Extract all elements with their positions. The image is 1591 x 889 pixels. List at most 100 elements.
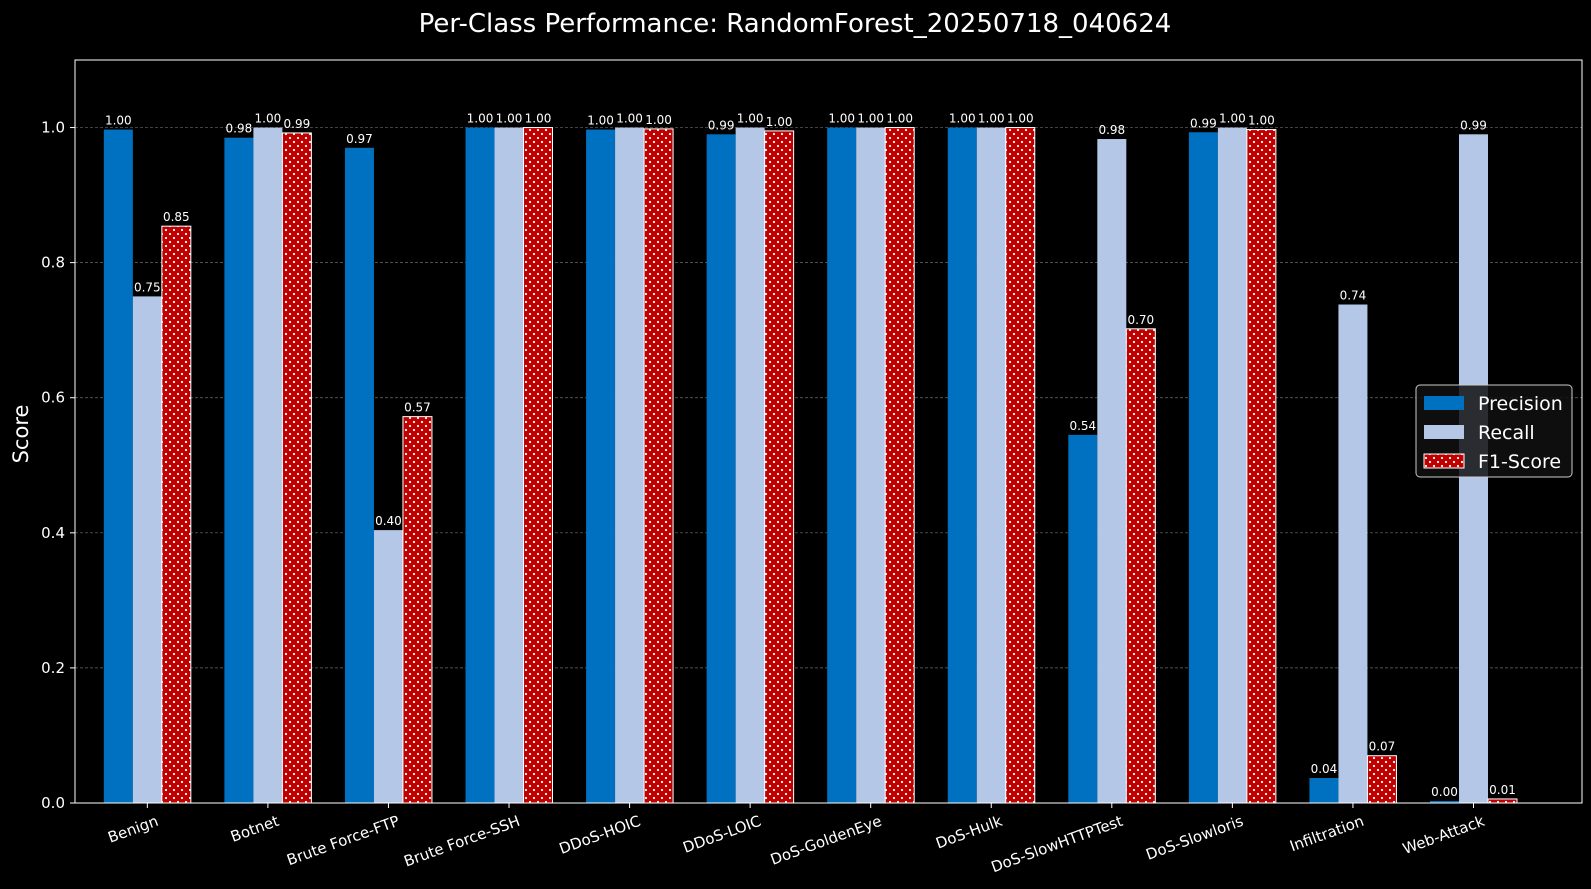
bar-recall — [494, 127, 524, 803]
bar-f1-score — [1125, 328, 1156, 804]
bar-recall — [1097, 139, 1127, 803]
value-label: 1.00 — [978, 112, 1005, 126]
legend-label: F1-Score — [1478, 451, 1561, 473]
bar-precision — [706, 134, 736, 804]
y-tick-label: 0.2 — [41, 659, 65, 677]
y-ticks: 0.0 0.2 0.4 0.6 0.8 1.0 — [41, 119, 75, 812]
x-tick-label: DoS-Hulk — [933, 812, 1005, 853]
bar-recall — [1217, 127, 1247, 803]
x-tick-label: DoS-GoldenEye — [768, 812, 884, 869]
value-label: 1.00 — [105, 114, 132, 128]
bar-recall — [976, 127, 1006, 803]
value-label: 1.00 — [828, 112, 855, 126]
x-tick-label: Botnet — [228, 812, 281, 846]
value-label: 0.85 — [163, 210, 190, 224]
x-tick-label: Infiltration — [1287, 812, 1366, 855]
value-label: 1.00 — [525, 112, 552, 126]
x-tick-label: Web-Attack — [1400, 812, 1487, 858]
y-tick-label: 0.8 — [41, 254, 65, 272]
value-label: 1.00 — [949, 112, 976, 126]
x-tick-label: DoS-SlowHTTPTest — [989, 812, 1126, 876]
value-label: 1.00 — [886, 112, 913, 126]
value-label: 0.70 — [1127, 313, 1154, 327]
value-label: 0.98 — [226, 122, 253, 136]
value-label: 1.00 — [766, 115, 793, 129]
legend-swatch-recall — [1424, 425, 1464, 439]
bar-recall — [373, 530, 403, 803]
y-tick-label: 0.6 — [41, 389, 65, 407]
y-axis-label: Score — [9, 405, 33, 464]
value-label: 0.40 — [375, 514, 402, 528]
bar-recall — [856, 127, 886, 803]
bar-f1-score — [281, 132, 312, 804]
bar-f1-score — [1366, 755, 1397, 804]
bar-f1-score — [1005, 127, 1036, 804]
bar-precision — [947, 127, 977, 803]
x-tick-label: DDoS-LOIC — [681, 812, 764, 857]
x-tick-label: Brute Force-SSH — [401, 812, 522, 871]
legend-label: Precision — [1478, 393, 1563, 415]
plot-frame — [74, 59, 1583, 804]
value-label: 0.54 — [1069, 419, 1096, 433]
legend: Precision Recall F1-Score — [1415, 384, 1573, 478]
bar-f1-score — [764, 130, 795, 804]
value-label: 0.74 — [1340, 289, 1367, 303]
bar-f1-score — [1487, 798, 1518, 804]
y-tick-label: 0.4 — [41, 524, 65, 542]
x-tick-label: Brute Force-FTP — [284, 812, 401, 869]
bar-precision — [1068, 434, 1098, 803]
x-tick-label: Benign — [105, 812, 160, 847]
gridlines — [75, 127, 1582, 669]
value-labels: 1.000.980.971.00 1.00 0.99 1.00 1.000.540.99… — [105, 112, 1516, 799]
bar-recall — [1338, 304, 1368, 803]
value-label: 1.00 — [496, 112, 523, 126]
value-label: 1.00 — [737, 112, 764, 126]
value-label: 1.00 — [616, 112, 643, 126]
bar-precision — [827, 127, 857, 803]
value-label: 0.01 — [1489, 783, 1516, 797]
x-ticks: Benign Botnet Brute Force-FTP Brute Force-S… — [105, 803, 1487, 876]
value-label: 1.00 — [857, 112, 884, 126]
value-label: 1.00 — [467, 112, 494, 126]
bar-precision — [1188, 132, 1218, 804]
bar-recall — [253, 127, 283, 803]
value-label: 1.00 — [1007, 112, 1034, 126]
value-label: 0.97 — [346, 132, 373, 146]
bar-precision — [103, 129, 133, 803]
x-tick-label: DoS-Slowloris — [1143, 812, 1245, 864]
bar-precision — [224, 137, 254, 804]
bar-recall — [132, 296, 162, 803]
y-tick-label: 1.0 — [41, 119, 65, 137]
value-label: 1.00 — [645, 113, 672, 127]
value-label: 0.07 — [1369, 740, 1396, 754]
bar-f1-score — [402, 416, 433, 804]
chart-title: Per-Class Performance: RandomForest_2025… — [419, 9, 1172, 39]
bar-recall — [615, 127, 645, 803]
value-label: 0.98 — [1098, 123, 1125, 137]
bar-f1-score — [643, 128, 674, 804]
bar-precision — [465, 127, 495, 803]
bar-recall — [735, 127, 765, 803]
value-label: 0.57 — [404, 401, 431, 415]
legend-swatch-f1-score — [1423, 453, 1465, 469]
bar-precision — [1429, 800, 1459, 803]
bar-f1-score — [884, 127, 915, 804]
value-label: 0.99 — [1190, 116, 1217, 130]
value-label: 0.99 — [1460, 118, 1487, 132]
value-label: 1.00 — [255, 112, 282, 126]
bar-f1-score — [523, 127, 554, 804]
bar-f1-score — [161, 225, 192, 804]
bars — [103, 127, 1518, 804]
bar-precision — [1309, 778, 1339, 803]
value-label: 0.04 — [1311, 762, 1338, 776]
value-label: 0.00 — [1431, 785, 1458, 799]
bar-precision — [586, 129, 616, 803]
y-tick-label: 0.0 — [41, 794, 65, 812]
x-tick-label: DDoS-HOIC — [557, 812, 643, 858]
legend-swatch-precision — [1424, 396, 1464, 410]
value-label: 1.00 — [587, 114, 614, 128]
legend-label: Recall — [1478, 422, 1535, 444]
value-label: 0.99 — [708, 118, 735, 132]
value-label: 0.99 — [284, 117, 311, 131]
